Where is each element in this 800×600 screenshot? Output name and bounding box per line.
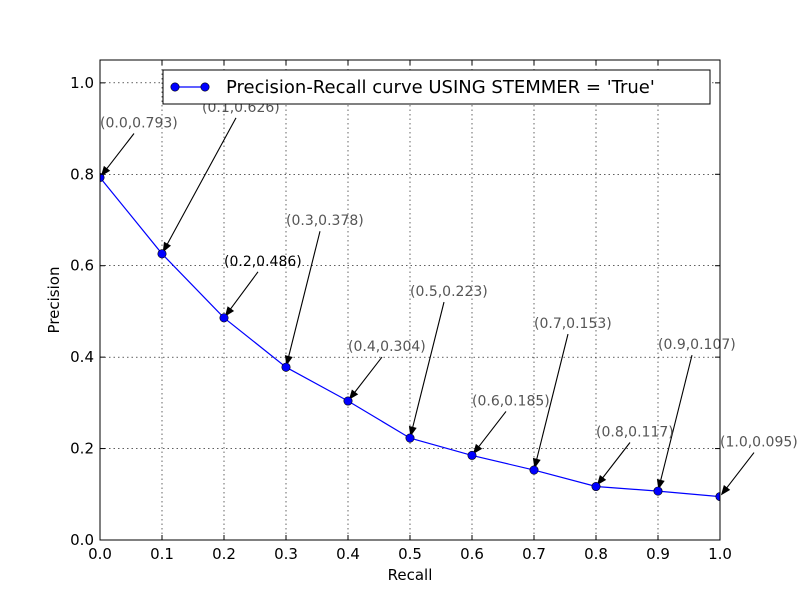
legend: Precision-Recall curve USING STEMMER = '… [162,69,711,105]
annotation-arrow-shaft [353,356,383,394]
data-point [529,465,539,475]
legend-entry-label: Precision-Recall curve USING STEMMER = '… [226,77,655,98]
x-tick-label: 0.9 [646,545,670,563]
annotation-arrow-shaft [725,452,755,490]
data-point [591,482,601,492]
data-point [343,396,353,406]
data-point [405,433,415,443]
annotation-arrow-head [720,485,731,496]
x-tick-label: 0.0 [88,545,112,563]
annotation-labels: (0.0,0.793)(0.1,0.626)(0.2,0.486)(0.3,0.… [100,100,798,451]
annotation-arrow-head [348,389,359,400]
data-point [157,249,167,259]
annotation-arrow-head [224,306,235,317]
annotation-label: (0.3,0.378) [286,213,364,229]
x-axis-label: Recall [388,566,433,584]
x-tick-label: 0.5 [398,545,422,563]
y-tick-label: 0.2 [70,440,94,458]
x-tick-labels: 0.0 0.1 0.2 0.3 0.4 0.5 0.6 0.7 0.8 0.9 1.0 [88,545,732,563]
axis-ticks [99,60,721,541]
annotation-label: (0.2,0.486) [224,254,302,270]
annotation-label: (0.6,0.185) [472,393,550,409]
x-tick-label: 0.8 [584,545,608,563]
data-point [219,313,229,323]
y-tick-label: 0.0 [70,531,94,549]
annotation-label: (0.0,0.793) [100,115,178,131]
annotation-arrow-shaft [287,231,321,359]
data-point [281,362,291,372]
annotation-arrow-shaft [659,354,693,483]
legend-marker [170,82,180,92]
x-tick-label: 0.2 [212,545,236,563]
y-tick-label: 1.0 [70,74,94,92]
y-tick-labels: 0.0 0.2 0.4 0.6 0.8 1.0 [70,74,94,549]
annotation-arrow-shaft [411,301,445,429]
annotation-arrow-head [162,241,171,253]
annotation-label: (0.7,0.153) [534,316,612,332]
annotation-arrow-shaft [229,271,259,311]
x-tick-label: 0.7 [522,545,546,563]
x-tick-label: 0.4 [336,545,360,563]
annotation-label: (1.0,0.095) [720,435,798,451]
annotation-arrow-shaft [105,133,135,171]
legend-marker [200,82,210,92]
data-point [653,486,663,496]
annotation-arrow-head [472,443,483,455]
annotation-arrows [100,117,755,496]
annotation-arrow-head [100,165,111,177]
annotation-label: (0.8,0.117) [596,425,674,441]
x-tick-label: 1.0 [708,545,732,563]
x-tick-label: 0.6 [460,545,484,563]
data-point [467,450,477,460]
annotation-arrow-shaft [166,117,237,246]
annotation-arrow-shaft [535,333,569,461]
legend-box [162,69,711,105]
y-tick-label: 0.8 [70,165,94,183]
y-tick-label: 0.4 [70,348,94,366]
series-layer [100,172,720,502]
annotation-label: (0.4,0.304) [348,339,426,355]
x-tick-label: 0.3 [274,545,298,563]
y-tick-label: 0.6 [70,257,94,275]
annotation-arrow-shaft [601,442,631,480]
annotation-arrow-shaft [477,411,507,449]
annotation-label: (0.9,0.107) [658,337,736,353]
annotation-label: (0.5,0.223) [410,284,488,300]
annotation-arrow-head [596,475,607,486]
y-axis-label: Precision [45,267,63,334]
x-tick-label: 0.1 [150,545,174,563]
